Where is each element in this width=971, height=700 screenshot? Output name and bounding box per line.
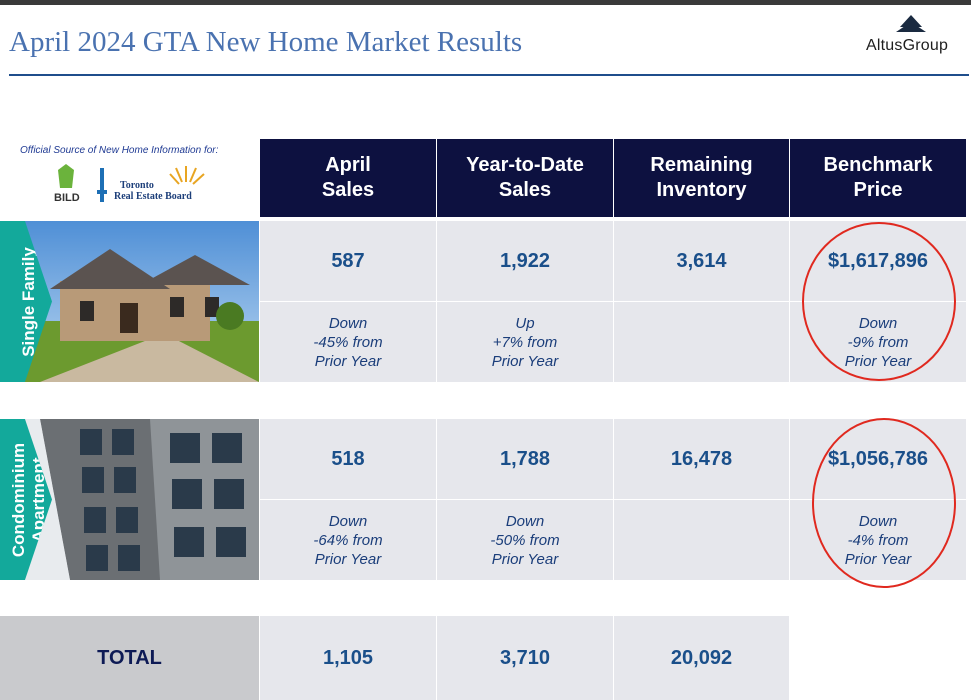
cell-note: Down -64% from Prior Year bbox=[313, 512, 383, 568]
cell-value: 3,614 bbox=[676, 249, 727, 272]
svg-text:Toronto: Toronto bbox=[120, 180, 154, 191]
single-family-inventory: 3,614 bbox=[614, 221, 789, 301]
altus-mountain-icon bbox=[896, 15, 926, 32]
cell-value: 587 bbox=[331, 249, 365, 272]
single-family-ytd-change: Up +7% from Prior Year bbox=[437, 302, 613, 382]
col-header-label: Year-to-Date Sales bbox=[466, 154, 584, 201]
total-label-cell: TOTAL bbox=[0, 616, 259, 700]
col-header-label: April Sales bbox=[321, 154, 375, 201]
cell-value: 1,788 bbox=[499, 447, 551, 470]
altus-logo-text: AltusGroup bbox=[866, 37, 949, 54]
condo-april-change: Down -64% from Prior Year bbox=[260, 500, 436, 580]
condo-building-photo-icon bbox=[0, 419, 259, 580]
total-label: TOTAL bbox=[97, 646, 162, 669]
page-title: April 2024 GTA New Home Market Results bbox=[9, 26, 523, 58]
single-family-april-sales: 587 bbox=[260, 221, 436, 301]
cell-value: 1,105 bbox=[322, 646, 374, 669]
cell-value: 20,092 bbox=[670, 646, 733, 669]
title-rule bbox=[9, 74, 969, 76]
col-header-benchmark-price: Benchmark Price bbox=[790, 139, 966, 217]
col-header-remaining-inventory: Remaining Inventory bbox=[614, 139, 789, 217]
cell-value: 1,922 bbox=[499, 249, 551, 272]
altus-group-logo: AltusGroup bbox=[866, 13, 966, 57]
cell-value: 3,710 bbox=[499, 646, 551, 669]
condominium-photo bbox=[0, 419, 259, 580]
condo-ytd-change: Down -50% from Prior Year bbox=[437, 500, 613, 580]
svg-text:BILD: BILD bbox=[54, 192, 80, 204]
total-april-sales: 1,105 bbox=[260, 616, 436, 700]
cell-note: Up +7% from Prior Year bbox=[491, 314, 559, 370]
single-family-inventory-change bbox=[614, 302, 789, 382]
total-ytd-sales: 3,710 bbox=[437, 616, 613, 700]
condo-ytd-sales: 1,788 bbox=[437, 419, 613, 499]
col-header-label: Remaining Inventory bbox=[650, 154, 753, 201]
single-family-ytd-sales: 1,922 bbox=[437, 221, 613, 301]
single-family-april-change: Down -45% from Prior Year bbox=[260, 302, 436, 382]
cell-note: Down -50% from Prior Year bbox=[490, 512, 560, 568]
partner-logos: BILD Toronto Real Estate Board bbox=[52, 160, 212, 205]
cell-value: 518 bbox=[331, 447, 365, 470]
condo-inventory: 16,478 bbox=[614, 419, 789, 499]
top-border bbox=[0, 0, 971, 5]
price-highlight-circle bbox=[802, 222, 956, 381]
col-header-ytd-sales: Year-to-Date Sales bbox=[437, 139, 613, 217]
total-inventory: 20,092 bbox=[614, 616, 789, 700]
official-source-text: Official Source of New Home Information … bbox=[20, 145, 219, 156]
svg-text:Real Estate Board: Real Estate Board bbox=[114, 191, 192, 202]
cell-value: 16,478 bbox=[670, 447, 733, 470]
cell-note: Down -45% from Prior Year bbox=[313, 314, 383, 370]
col-header-april-sales: April Sales bbox=[260, 139, 436, 217]
col-header-label: Benchmark Price bbox=[823, 154, 933, 201]
price-highlight-circle bbox=[812, 418, 956, 588]
condo-inventory-change bbox=[614, 500, 789, 580]
condo-april-sales: 518 bbox=[260, 419, 436, 499]
bild-treb-logos-icon: BILD Toronto Real Estate Board bbox=[54, 164, 205, 204]
